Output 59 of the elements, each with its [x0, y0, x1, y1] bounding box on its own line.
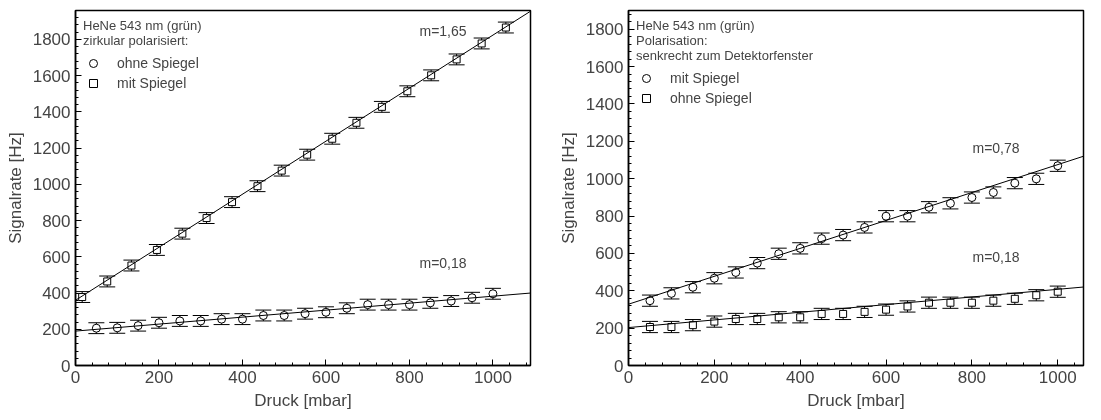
- y-tick-label: 400: [42, 284, 71, 304]
- annotation: m=0,18: [972, 249, 1020, 266]
- point: [882, 305, 891, 314]
- x-axis-title: Druck [mbar]: [254, 390, 352, 410]
- point: [903, 302, 912, 311]
- point: [967, 298, 976, 307]
- annotation: m=0,18: [419, 254, 467, 271]
- y-tick-label: 600: [42, 247, 71, 267]
- point: [1010, 294, 1019, 303]
- y-tick-label: 200: [595, 319, 624, 339]
- legend-title: HeNe 543 nm (grün) Polarisation: senkrecht zum Detektorfenster: [636, 18, 814, 63]
- y-tick-label: 1000: [585, 169, 624, 189]
- y-tick-label: 800: [42, 211, 71, 231]
- y-tick-label: 1400: [585, 94, 624, 114]
- y-tick-label: 1200: [32, 139, 71, 159]
- point: [645, 296, 655, 306]
- y-axis-title: Signalrate [Hz]: [558, 132, 578, 244]
- y-tick-label: 1800: [585, 20, 624, 40]
- y-tick-label: 1400: [32, 102, 71, 122]
- x-tick-label: 600: [311, 367, 341, 387]
- y-tick-label: 800: [595, 207, 624, 227]
- point: [989, 296, 998, 305]
- legend-label: mit Spiegel: [670, 70, 740, 86]
- point: [796, 313, 805, 322]
- point: [839, 309, 848, 318]
- y-tick-label: 400: [595, 281, 624, 301]
- y-tick-label: 200: [42, 320, 71, 340]
- x-tick-label: 400: [786, 367, 815, 387]
- y-tick-label: 1000: [32, 175, 71, 195]
- annotation: m=1,65: [419, 23, 467, 40]
- y-tick-label: 1600: [32, 66, 71, 86]
- x-tick-label: 400: [228, 367, 257, 387]
- point: [667, 323, 676, 332]
- annotation: m=0,78: [972, 139, 1020, 156]
- x-tick-label: 600: [871, 367, 901, 387]
- x-tick-label: 800: [957, 367, 987, 387]
- point: [1031, 174, 1041, 184]
- point: [988, 187, 998, 197]
- point: [860, 307, 869, 316]
- y-tick-label: 1600: [585, 57, 624, 77]
- point: [946, 298, 955, 307]
- x-tick-label: 200: [700, 367, 729, 387]
- y-tick-label: 1200: [585, 132, 624, 152]
- point: [1010, 178, 1020, 188]
- legend-title: HeNe 543 nm (grün) zirkular polarisiert:: [83, 18, 202, 48]
- point: [881, 211, 891, 221]
- y-tick-label: 1800: [32, 30, 71, 50]
- x-tick-label: 1000: [1038, 367, 1077, 387]
- legend-label: ohne Spiegel: [670, 90, 752, 106]
- point: [688, 282, 698, 292]
- y-tick-label: 600: [595, 244, 624, 264]
- x-tick-label: 200: [144, 367, 174, 387]
- legend-label: mit Spiegel: [117, 75, 187, 91]
- x-tick-label: 1000: [474, 367, 512, 387]
- x-axis-title: Druck [mbar]: [807, 390, 905, 410]
- legend-label: ohne Spiegel: [117, 55, 199, 71]
- y-axis-title: Signalrate [Hz]: [5, 132, 25, 244]
- point: [967, 193, 977, 203]
- x-tick-label: 800: [395, 367, 424, 387]
